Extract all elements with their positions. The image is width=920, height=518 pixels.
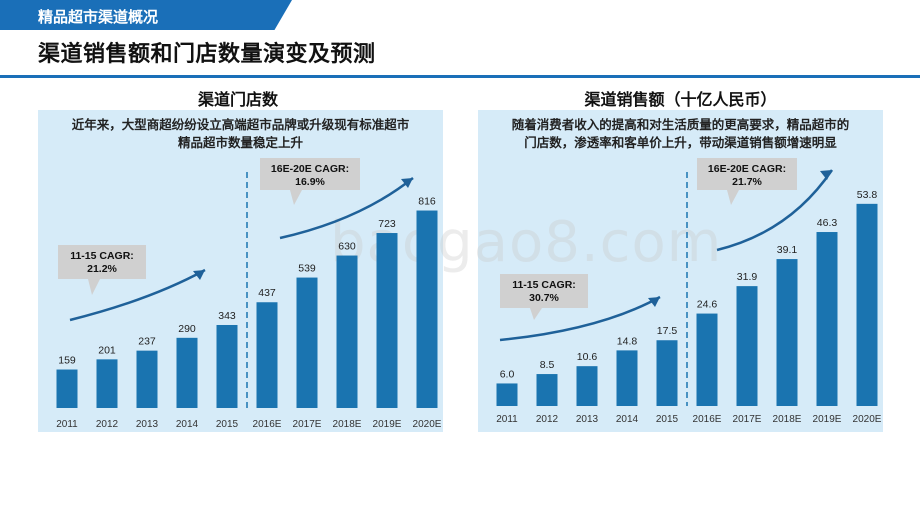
bar (256, 302, 278, 408)
cagr-label: 16E-20E CAGR: (708, 163, 786, 175)
bar-value-label: 816 (418, 196, 436, 208)
bar (616, 350, 638, 406)
chart-note-stores: 近年来，大型商超纷纷设立高端超市品牌或升级现有标准超市 精品超市数量稳定上升 (38, 116, 443, 152)
bar-value-label: 39.1 (777, 244, 798, 256)
bar-value-label: 24.6 (697, 299, 718, 311)
bar-value-label: 201 (98, 344, 116, 356)
bar (656, 340, 678, 406)
chart-note-line: 近年来，大型商超纷纷设立高端超市品牌或升级现有标准超市 (71, 117, 410, 132)
cagr-value: 16.9% (295, 176, 325, 188)
cagr-value: 21.7% (732, 176, 762, 188)
bar-value-label: 539 (298, 263, 316, 275)
x-tick-label: 2017E (293, 419, 322, 430)
cagr-callout-box (260, 158, 360, 205)
chart-note-line: 精品超市数量稳定上升 (177, 135, 303, 150)
chart-title-sales: 渠道销售额（十亿人民币） (584, 90, 777, 109)
x-tick-label: 2013 (136, 419, 159, 430)
trend-arrow-line (716, 169, 834, 252)
bar-value-label: 53.8 (857, 189, 878, 201)
title-divider (0, 75, 920, 78)
bar-value-label: 237 (138, 336, 156, 348)
bar (56, 369, 78, 408)
bar-value-label: 343 (218, 310, 236, 322)
x-tick-label: 2018E (333, 419, 362, 430)
bar (136, 350, 158, 408)
bar (416, 210, 438, 408)
bar (376, 233, 398, 408)
trend-arrow-head (820, 170, 832, 180)
bar (96, 359, 118, 408)
bar-value-label: 630 (338, 241, 356, 253)
bar (536, 374, 558, 406)
bar-value-label: 159 (58, 355, 76, 367)
x-tick-label: 2016E (693, 414, 722, 425)
cagr-callout-box (697, 158, 797, 205)
x-tick-label: 2014 (176, 419, 199, 430)
chart-note-sales: 随着消费者收入的提高和对生活质量的更高要求，精品超市的 门店数，渗透率和客单价上… (478, 116, 883, 152)
x-tick-label: 2016E (253, 419, 282, 430)
cagr-value: 30.7% (529, 292, 559, 304)
x-tick-label: 2020E (413, 419, 442, 430)
bar (696, 313, 718, 406)
bar (776, 259, 798, 406)
x-tick-label: 2012 (96, 419, 119, 430)
x-tick-label: 2020E (853, 414, 882, 425)
bar (576, 366, 598, 406)
bar-value-label: 290 (178, 323, 196, 335)
cagr-label: 11-15 CAGR: (512, 279, 576, 291)
section-tab-label: 精品超市渠道概况 (38, 8, 159, 26)
bar (736, 286, 758, 406)
x-tick-label: 2018E (773, 414, 802, 425)
cagr-callout-box (58, 245, 146, 295)
bar-value-label: 437 (258, 287, 276, 299)
x-tick-label: 2019E (373, 419, 402, 430)
x-tick-label: 2011 (56, 419, 78, 430)
chart-title-stores: 渠道门店数 (197, 90, 278, 109)
page-title: 渠道销售额和门店数量演变及预测 (38, 42, 376, 67)
bar (216, 324, 238, 408)
bar-value-label: 14.8 (617, 335, 638, 347)
bar (816, 232, 838, 406)
bar (856, 203, 878, 406)
x-tick-label: 2013 (576, 414, 599, 425)
bar (296, 277, 318, 408)
trend-arrow-line (499, 295, 661, 342)
trend-arrow-head (401, 178, 413, 188)
bar (176, 337, 198, 408)
trend-arrow-line (69, 268, 206, 322)
trend-arrow-line (279, 177, 414, 240)
cagr-value: 21.2% (87, 263, 117, 275)
chart-note-line: 门店数，渗透率和客单价上升，带动渠道销售额增速明显 (524, 135, 837, 150)
bar-value-label: 8.5 (540, 359, 555, 371)
bar (336, 255, 358, 408)
x-tick-label: 2015 (216, 419, 239, 430)
bar-value-label: 46.3 (817, 217, 838, 229)
cagr-label: 16E-20E CAGR: (271, 163, 349, 175)
bar-value-label: 723 (378, 218, 396, 230)
x-tick-label: 2014 (616, 414, 639, 425)
x-tick-label: 2012 (536, 414, 559, 425)
cagr-callout-box (500, 274, 588, 320)
cagr-label: 11-15 CAGR: (70, 250, 134, 262)
x-tick-label: 2019E (813, 414, 842, 425)
x-tick-label: 2011 (496, 414, 518, 425)
bar-value-label: 10.6 (577, 351, 598, 363)
bar-value-label: 31.9 (737, 271, 758, 283)
x-tick-label: 2017E (733, 414, 762, 425)
trend-arrow-head (193, 270, 205, 280)
bar-value-label: 6.0 (500, 368, 515, 380)
bar (496, 383, 518, 406)
section-tab: 精品超市渠道概况 (0, 0, 292, 30)
bar-value-label: 17.5 (657, 325, 678, 337)
x-tick-label: 2015 (656, 414, 679, 425)
chart-note-line: 随着消费者收入的提高和对生活质量的更高要求，精品超市的 (511, 117, 850, 132)
trend-arrow-head (648, 297, 660, 307)
